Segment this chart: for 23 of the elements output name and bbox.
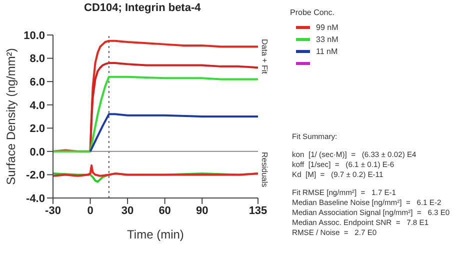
x-axis-title: Time (min) — [127, 228, 184, 242]
text: Data + Fit — [260, 39, 269, 74]
y-tick-label: 10.0 — [24, 30, 45, 42]
x-tick-label: 135 — [248, 204, 268, 217]
y-tick-label: -2.0 — [26, 170, 45, 182]
y-tick-label: -4.0 — [26, 192, 45, 205]
x-tick-label: 0 — [87, 204, 94, 217]
legend-title: Probe Conc. — [290, 8, 336, 17]
y-tick-label: 8.0 — [30, 53, 45, 66]
x-tick-label: 90 — [196, 204, 208, 217]
x-tick-label: 30 — [121, 204, 134, 217]
y-tick-label: 4.0 — [30, 100, 45, 112]
x-tick-label: -30 — [45, 204, 61, 217]
legend-label: 99 nM — [316, 22, 338, 32]
x-tick-label: 60 — [158, 204, 171, 217]
legend-label: 33 nM — [316, 34, 338, 44]
chart-title: CD104; Integrin beta-4 — [84, 2, 201, 14]
y-tick-label: 2.0 — [30, 123, 45, 136]
y-axis-title: Surface Density (ng/mm²) — [4, 48, 18, 185]
text: Residuals — [260, 152, 269, 188]
legend-label: 11 nM — [316, 46, 338, 56]
y-tick-label: 6.0 — [30, 76, 45, 88]
y-tick-label: 0.0 — [30, 146, 45, 158]
